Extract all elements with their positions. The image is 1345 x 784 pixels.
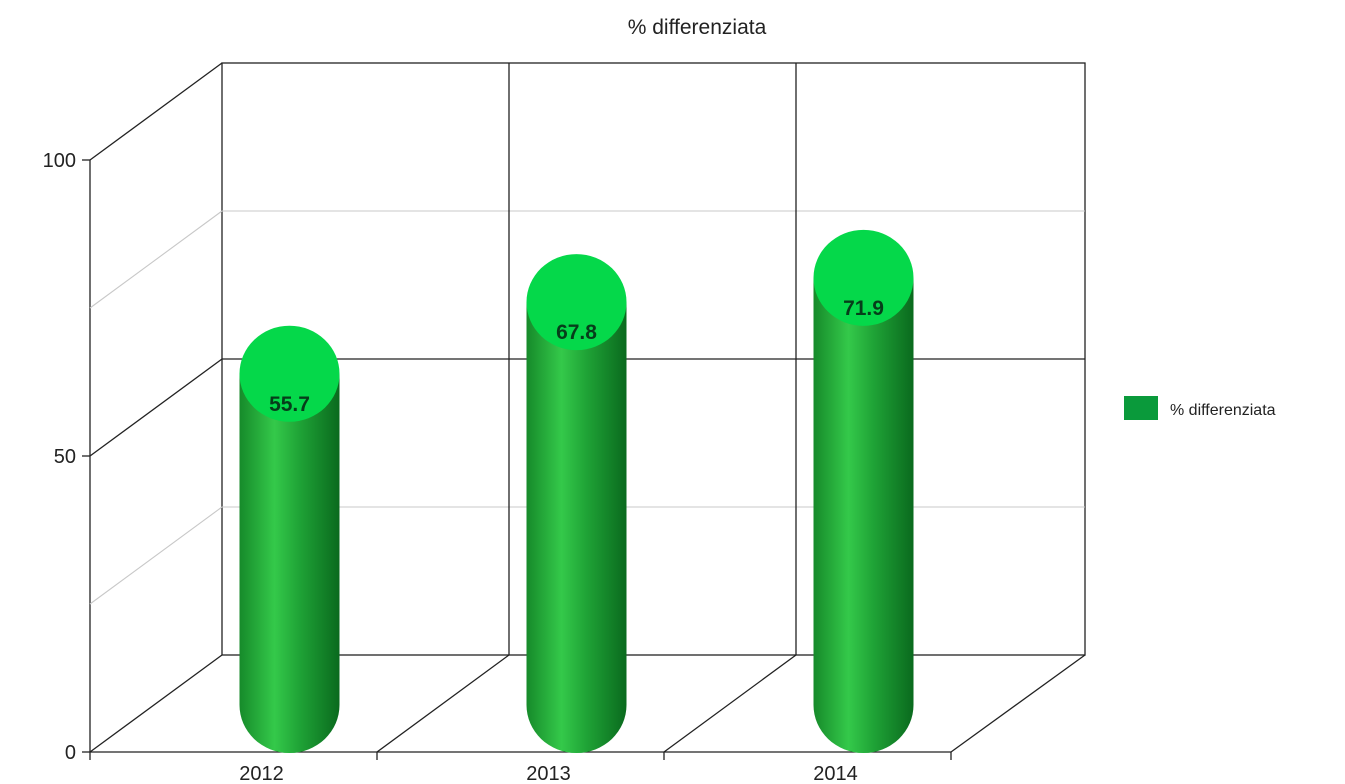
legend: % differenziata (1124, 396, 1276, 420)
bar-base (813, 657, 914, 753)
y-tick-label: 100 (43, 150, 76, 172)
bar-body (813, 277, 914, 705)
gridline-left-wall (89, 358, 223, 457)
legend-swatch (1124, 396, 1158, 420)
bar-body (239, 373, 340, 705)
bar-body (526, 302, 627, 705)
data-label: 67.8 (556, 321, 597, 344)
floor-right-edge (950, 654, 1086, 753)
gridlines (89, 63, 1085, 753)
y-tick-label: 0 (65, 742, 76, 764)
y-axis-ticks: 0 50 100 (43, 150, 90, 764)
bar: 55.7 (239, 325, 340, 753)
x-tick-label: 2013 (526, 763, 571, 784)
x-tick-label: 2014 (813, 763, 858, 784)
gridline-left-wall (89, 210, 223, 309)
bar: 71.9 (813, 229, 914, 753)
bar-base (239, 657, 340, 753)
data-label: 71.9 (843, 297, 884, 320)
floor-divider (376, 654, 510, 753)
left-wall-bottom-edge (89, 654, 223, 753)
bar-top (526, 254, 627, 351)
bars: 55.7 67.8 71.9 (239, 229, 914, 753)
bar-top (813, 229, 914, 326)
x-axis-ticks: 2012 2013 2014 (89, 752, 952, 784)
y-tick-label: 50 (54, 446, 76, 468)
data-label: 55.7 (269, 393, 310, 416)
chart-title: % differenziata (628, 16, 767, 39)
floor-divider (663, 654, 797, 753)
bar: 67.8 (526, 254, 627, 753)
legend-label: % differenziata (1170, 402, 1276, 419)
gridline-left-wall (89, 506, 223, 605)
bar-top (239, 325, 340, 422)
bar-base (526, 657, 627, 753)
left-wall-top-edge (89, 62, 223, 161)
x-tick-label: 2012 (239, 763, 284, 784)
